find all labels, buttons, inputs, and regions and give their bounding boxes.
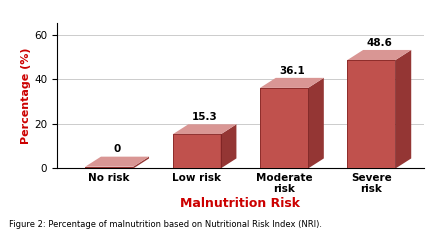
Y-axis label: Percentage (%): Percentage (%) (21, 48, 31, 144)
Text: 0: 0 (114, 144, 121, 154)
Polygon shape (133, 157, 149, 168)
Polygon shape (173, 124, 236, 134)
Polygon shape (221, 124, 236, 168)
Bar (173, 134, 221, 168)
Text: 15.3: 15.3 (192, 112, 217, 122)
Text: 48.6: 48.6 (366, 38, 392, 48)
Text: Figure 2: Percentage of malnutrition based on Nutritional Risk Index (NRI).: Figure 2: Percentage of malnutrition bas… (9, 220, 322, 229)
Bar (260, 88, 308, 168)
Polygon shape (260, 78, 324, 88)
Bar (85, 167, 133, 168)
Polygon shape (347, 50, 411, 60)
X-axis label: Malnutrition Risk: Malnutrition Risk (180, 197, 300, 210)
Polygon shape (395, 50, 411, 168)
Text: 36.1: 36.1 (279, 66, 305, 76)
Bar (347, 60, 395, 168)
Polygon shape (308, 78, 324, 168)
Polygon shape (85, 157, 149, 167)
